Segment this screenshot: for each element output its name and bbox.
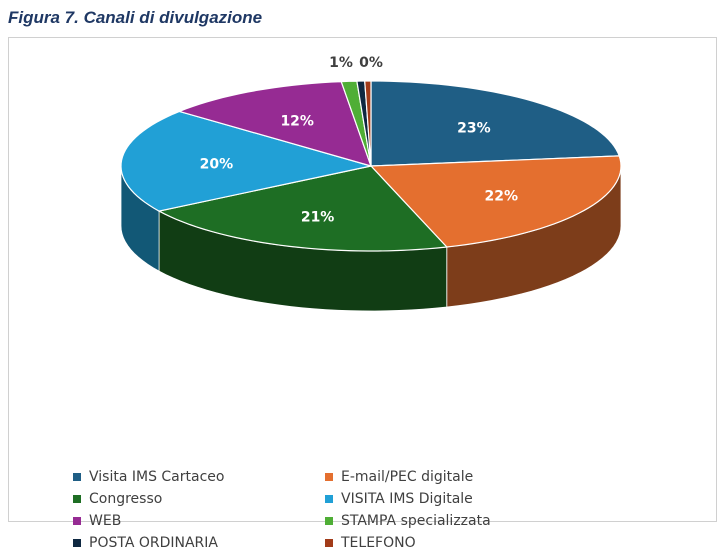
data-label: 21% bbox=[301, 210, 335, 226]
legend-label: POSTA ORDINARIA bbox=[89, 535, 218, 551]
pie-slice-visita-ims-digitale bbox=[120, 110, 372, 212]
pie-slice-e-mail-pec-digitale bbox=[369, 155, 622, 248]
legend-item: VISITA IMS Digitale bbox=[325, 488, 577, 510]
legend-item: WEB bbox=[73, 510, 325, 532]
data-label: 0% bbox=[359, 55, 383, 71]
legend-swatch bbox=[73, 539, 81, 547]
pie-chart: 23% 22% 21% 20% 12% 1% 0% bbox=[120, 55, 622, 312]
legend-item: STAMPA specializzata bbox=[325, 510, 577, 532]
legend-label: STAMPA specializzata bbox=[341, 513, 491, 529]
legend-label: Visita IMS Cartaceo bbox=[89, 469, 225, 485]
legend-swatch bbox=[325, 495, 333, 503]
legend-item: POSTA ORDINARIA bbox=[73, 532, 325, 554]
legend-swatch bbox=[325, 539, 333, 547]
legend-label: E-mail/PEC digitale bbox=[341, 469, 474, 485]
data-label: 12% bbox=[280, 114, 314, 130]
legend-swatch bbox=[73, 517, 81, 525]
data-label: 20% bbox=[200, 156, 234, 172]
legend-item: TELEFONO bbox=[325, 532, 577, 554]
legend-item: E-mail/PEC digitale bbox=[325, 466, 577, 488]
legend-label: VISITA IMS Digitale bbox=[341, 491, 473, 507]
legend-label: Congresso bbox=[89, 491, 163, 507]
chart-area: 23% 22% 21% 20% 12% 1% 0% Visita IMS Cartaceo … bbox=[8, 37, 717, 551]
chart-legend: Visita IMS Cartaceo E-mail/PEC digitale … bbox=[73, 466, 577, 554]
legend-label: TELEFONO bbox=[341, 535, 416, 551]
legend-swatch bbox=[325, 473, 333, 481]
pie-slice-visita-ims-cartaceo bbox=[370, 80, 621, 167]
pie-slice-web bbox=[177, 80, 372, 167]
pie-slice-congresso bbox=[157, 165, 449, 252]
legend-swatch bbox=[73, 473, 81, 481]
legend-swatch bbox=[325, 517, 333, 525]
legend-item: Visita IMS Cartaceo bbox=[73, 466, 325, 488]
data-label: 22% bbox=[485, 189, 519, 205]
legend-label: WEB bbox=[89, 513, 122, 529]
legend-item: Congresso bbox=[73, 488, 325, 510]
data-label: 1% bbox=[329, 55, 353, 71]
figure-title: Figura 7. Canali di divulgazione bbox=[8, 8, 263, 27]
pie-slice-telefono bbox=[364, 80, 372, 167]
data-label: 23% bbox=[457, 121, 491, 137]
legend-swatch bbox=[73, 495, 81, 503]
